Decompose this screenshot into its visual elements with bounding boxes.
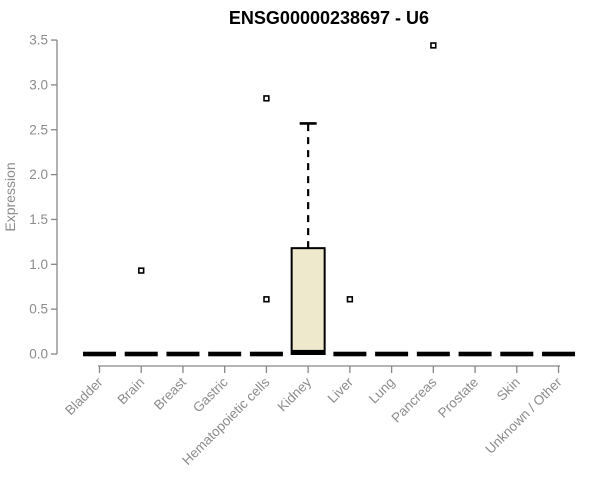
boxplot-prostate bbox=[458, 351, 492, 357]
median-bar bbox=[333, 351, 367, 357]
x-tick-label-lung: Lung bbox=[366, 375, 398, 407]
outlier-point bbox=[138, 267, 145, 274]
x-tick-label-pancreas: Pancreas bbox=[389, 374, 440, 425]
y-tick-label: 2.0 bbox=[29, 167, 48, 182]
boxplot-brain bbox=[124, 267, 158, 357]
y-axis-label: Expression bbox=[2, 162, 18, 231]
y-tick-label: 3.5 bbox=[29, 33, 48, 48]
boxplot-liver bbox=[333, 296, 367, 357]
median-bar bbox=[208, 351, 242, 357]
y-tick-label: 0.5 bbox=[29, 302, 48, 317]
median-bar bbox=[291, 349, 325, 355]
x-tick-label-skin: Skin bbox=[494, 375, 523, 404]
boxplot-unknown-other bbox=[542, 351, 576, 357]
boxplot-hematopoietic-cells bbox=[249, 95, 283, 357]
y-tick-label: 1.5 bbox=[29, 212, 48, 227]
median-bar bbox=[166, 351, 200, 357]
x-tick-label-gastric: Gastric bbox=[190, 374, 231, 415]
boxplot-lung bbox=[375, 351, 409, 357]
boxplot-pancreas bbox=[416, 42, 450, 357]
boxplot-gastric bbox=[208, 351, 242, 357]
outlier-point bbox=[346, 296, 354, 303]
x-tick-label-bladder: Bladder bbox=[62, 374, 106, 418]
outlier-point bbox=[263, 296, 270, 303]
median-bar bbox=[124, 351, 158, 357]
y-tick-label: 3.0 bbox=[29, 77, 48, 92]
median-bar bbox=[83, 351, 116, 357]
y-tick-label: 2.5 bbox=[29, 122, 48, 137]
box-rect bbox=[290, 247, 326, 356]
median-bar bbox=[458, 351, 492, 357]
median-bar bbox=[542, 351, 576, 357]
y-tick-label: 1.0 bbox=[29, 257, 48, 272]
median-bar bbox=[249, 351, 283, 357]
boxplot-bladder bbox=[83, 351, 116, 357]
y-axis: 0.0 0.5 1.0 1.5 2.0 2.5 3.0 3.5 bbox=[29, 33, 58, 362]
x-tick-label-unknown-other: Unknown / Other bbox=[482, 374, 565, 457]
x-tick-label-kidney: Kidney bbox=[274, 374, 314, 414]
x-tick-label-prostate: Prostate bbox=[435, 375, 481, 421]
x-tick-label-brain: Brain bbox=[114, 375, 147, 408]
boxplot-series bbox=[83, 42, 576, 357]
boxplot-skin bbox=[500, 351, 534, 357]
outlier-point bbox=[430, 42, 437, 49]
x-tick-label-liver: Liver bbox=[325, 374, 357, 406]
chart-title: ENSG00000238697 - U6 bbox=[229, 8, 429, 28]
boxplot-breast bbox=[166, 351, 200, 357]
x-tick-label-breast: Breast bbox=[151, 374, 189, 412]
median-bar bbox=[500, 351, 534, 357]
median-bar bbox=[375, 351, 409, 357]
y-tick-label: 0.0 bbox=[29, 347, 48, 362]
median-bar bbox=[416, 351, 450, 357]
outlier-point bbox=[263, 95, 270, 102]
boxplot-kidney bbox=[290, 122, 326, 356]
